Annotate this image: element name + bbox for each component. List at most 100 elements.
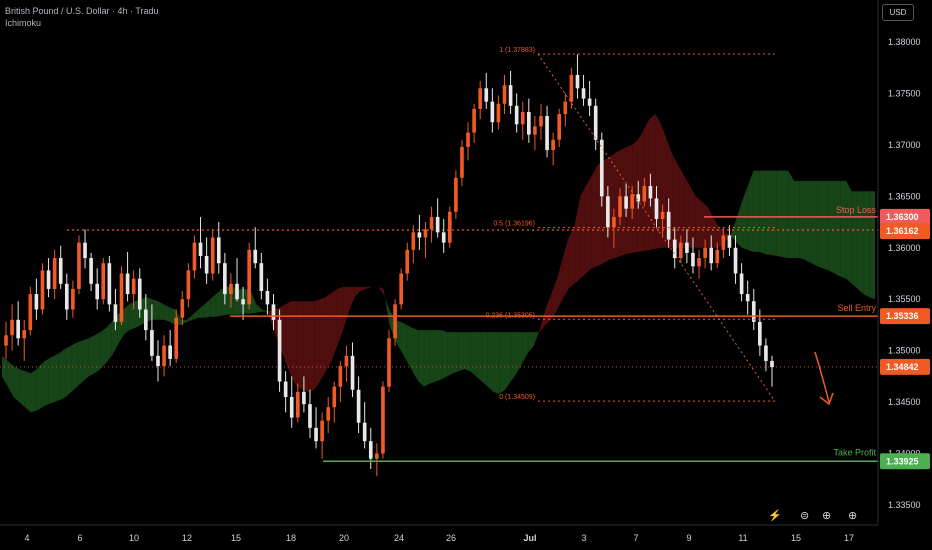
candle-body xyxy=(527,111,531,135)
candle-body xyxy=(326,407,331,421)
candle-body xyxy=(642,186,647,202)
candle-body xyxy=(709,247,714,264)
candle-body xyxy=(83,242,87,259)
price-tick-label: 1.36500 xyxy=(888,191,921,201)
ichimoku-cloud-segment xyxy=(256,304,263,313)
indicator-label[interactable]: Ichimoku xyxy=(5,18,42,28)
ichimoku-cloud-segment xyxy=(377,286,384,295)
time-tick-label: 11 xyxy=(738,533,747,543)
time-tick-label: 20 xyxy=(339,533,349,543)
price-tick-label: 1.37500 xyxy=(888,88,921,98)
candle-body xyxy=(381,386,385,454)
ichimoku-cloud-segment xyxy=(262,309,268,312)
candle-body xyxy=(508,85,513,106)
candle-body xyxy=(551,139,555,151)
ichimoku-cloud-segment xyxy=(626,144,633,254)
time-tick-label: 12 xyxy=(182,533,192,543)
ichimoku-cloud-segment xyxy=(100,328,107,370)
candle-body xyxy=(533,126,537,135)
candle-body xyxy=(180,299,185,318)
ichimoku-cloud-segment xyxy=(643,119,650,251)
ichimoku-cloud-segment xyxy=(106,321,112,364)
ichimoku-cloud-segment xyxy=(504,332,511,390)
candle-body xyxy=(137,278,142,310)
ichimoku-cloud-segment xyxy=(94,332,101,374)
ichimoku-cloud-segment xyxy=(609,153,615,261)
time-tick-label: 24 xyxy=(394,533,404,543)
candle-body xyxy=(441,232,446,243)
ichimoku-cloud-segment xyxy=(65,345,72,397)
ichimoku-cloud-segment xyxy=(42,358,49,408)
price-tick-label: 1.35500 xyxy=(888,294,921,304)
candle-body xyxy=(168,345,172,359)
ichimoku-cloud-segment xyxy=(539,309,546,333)
flag-icon-2[interactable]: ⊕ xyxy=(822,510,832,522)
flag-icon-3[interactable]: ⊕ xyxy=(848,510,858,522)
ichimoku-cloud-segment xyxy=(736,201,743,248)
candle-body xyxy=(89,258,93,284)
flag-icon-1[interactable]: ⊜ xyxy=(800,510,810,522)
candle-body xyxy=(192,242,197,271)
candle-body xyxy=(350,355,355,390)
candle-body xyxy=(715,249,720,264)
fib-level-label: 0.5 (1.36196) xyxy=(493,221,535,228)
candle-body xyxy=(563,101,568,115)
candle-body xyxy=(338,366,343,387)
ichimoku-cloud-segment xyxy=(869,191,875,300)
ichimoku-cloud-segment xyxy=(510,332,517,382)
candle-body xyxy=(52,258,57,289)
ichimoku-cloud-segment xyxy=(123,304,130,336)
candle-body xyxy=(593,105,598,140)
price-tick-label: 1.34500 xyxy=(888,397,921,407)
candle-body xyxy=(253,249,258,264)
candle-body xyxy=(447,211,452,243)
fib-level-label: 1 (1.37883) xyxy=(499,47,535,54)
candle-body xyxy=(241,299,245,305)
candle-body xyxy=(587,98,592,106)
ichimoku-cloud-segment xyxy=(354,286,361,298)
ichimoku-cloud-segment xyxy=(574,196,581,284)
ichimoku-cloud-segment xyxy=(528,332,534,353)
ichimoku-cloud-segment xyxy=(2,355,8,387)
ichimoku-cloud-segment xyxy=(782,170,789,259)
ichimoku-cloud-segment xyxy=(701,201,708,248)
candle-body xyxy=(703,247,707,259)
ichimoku-cloud-segment xyxy=(476,332,482,382)
candle-body xyxy=(210,237,215,274)
price-axis-badge-label: 1.36162 xyxy=(886,226,919,236)
price-axis-badge xyxy=(880,453,930,470)
ichimoku-cloud-segment xyxy=(48,355,55,405)
ichimoku-cloud-segment xyxy=(747,170,754,252)
ichimoku-cloud-segment xyxy=(811,180,818,267)
candle-body xyxy=(636,194,641,202)
candle-body xyxy=(131,278,136,295)
candle-body xyxy=(174,317,179,359)
candle-body xyxy=(314,427,318,442)
candle-body xyxy=(198,242,203,257)
ichimoku-cloud-segment xyxy=(689,186,696,248)
candle-body xyxy=(308,404,312,428)
candle-body xyxy=(295,391,300,418)
candle-body xyxy=(320,420,324,442)
candle-body xyxy=(235,283,239,300)
time-tick-label: 15 xyxy=(231,533,241,543)
price-axis-badge xyxy=(880,308,930,325)
ichimoku-cloud-segment xyxy=(499,332,505,394)
candle-body xyxy=(454,177,458,212)
currency-button[interactable]: USD xyxy=(882,4,914,21)
candle-body xyxy=(417,232,422,238)
ichimoku-cloud-segment xyxy=(296,301,303,390)
ichimoku-cloud-segment xyxy=(77,340,83,387)
candle-body xyxy=(496,103,501,123)
ichimoku-cloud-segment xyxy=(198,304,205,318)
candle-body xyxy=(764,345,768,361)
candle-body xyxy=(119,273,124,322)
lightning-icon[interactable]: ⚡ xyxy=(768,510,782,522)
ichimoku-cloud-segment xyxy=(585,175,592,274)
candle-body xyxy=(247,249,251,305)
ichimoku-cloud-segment xyxy=(210,294,216,317)
ichimoku-cloud-segment xyxy=(343,286,349,331)
ichimoku-cloud-segment xyxy=(759,170,766,254)
ichimoku-cloud-segment xyxy=(452,332,459,374)
